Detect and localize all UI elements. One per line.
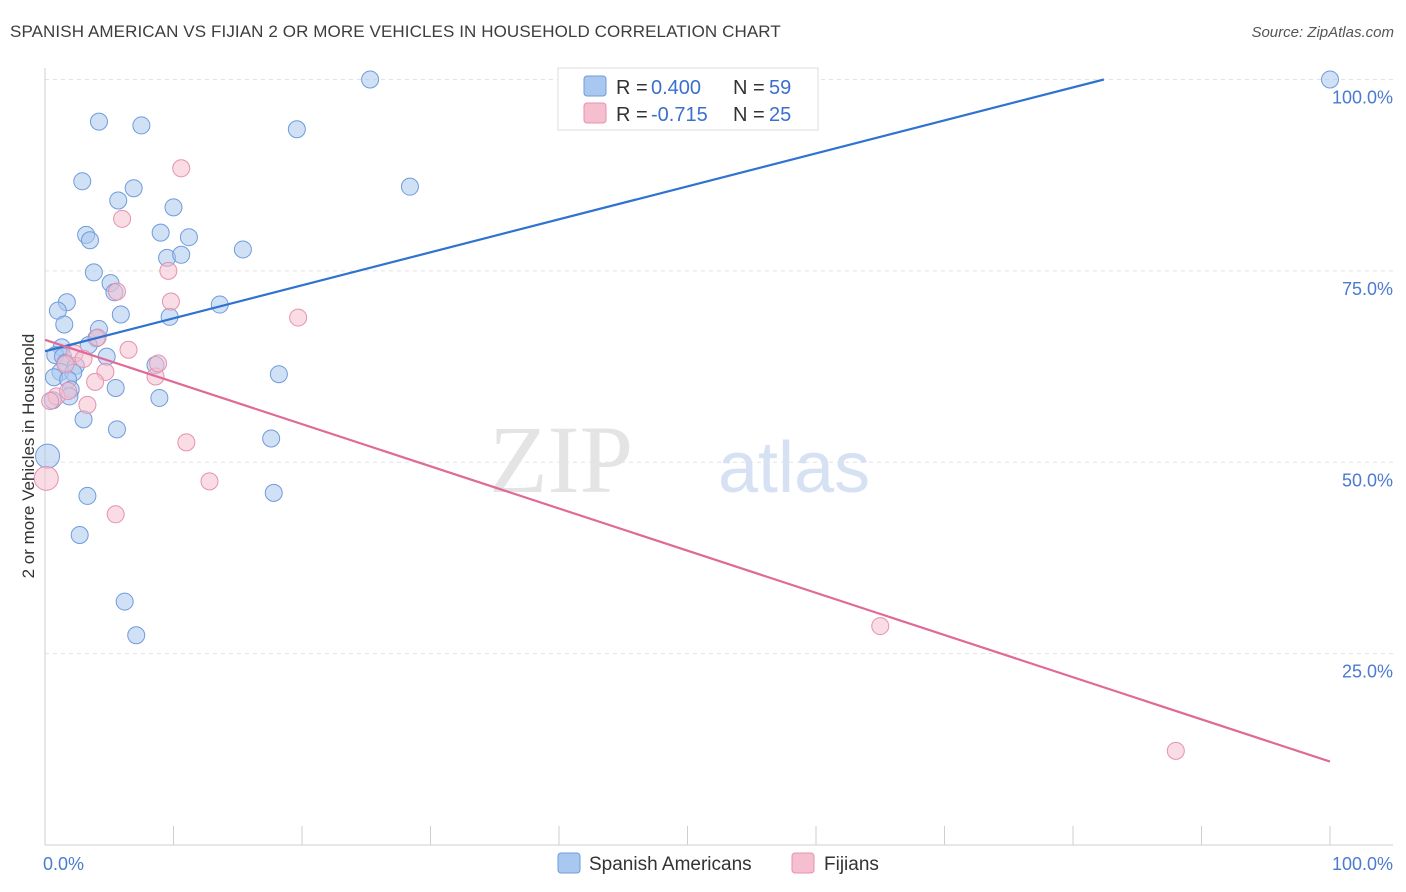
spanish-american-point xyxy=(80,231,99,250)
spanish-american-point xyxy=(233,240,252,259)
legend-swatch-blue xyxy=(583,75,607,97)
legend-r-label-blue: R = xyxy=(616,77,648,99)
series-spanish-americans xyxy=(35,70,1339,645)
fijian-point xyxy=(41,392,60,411)
fijian-point xyxy=(78,395,97,414)
spanish-american-point xyxy=(150,388,169,407)
fijian-point xyxy=(200,472,219,491)
spanish-american-point xyxy=(132,116,151,135)
legend-n-value-blue: 59 xyxy=(769,77,791,99)
fijian-point xyxy=(119,340,138,359)
fijian-point xyxy=(86,372,105,391)
spanish-american-point xyxy=(127,626,146,645)
fijian-point xyxy=(161,292,180,311)
spanish-american-point xyxy=(78,486,97,505)
spanish-american-point xyxy=(361,70,380,89)
bottom-legend-swatch-blue xyxy=(557,852,581,874)
spanish-american-point xyxy=(287,120,306,139)
legend-n-label-blue: N = xyxy=(733,77,765,99)
spanish-american-point xyxy=(151,223,170,242)
bottom-legend: Spanish Americans Fijians xyxy=(557,852,879,875)
watermark: ZIP atlas xyxy=(489,406,870,513)
fijian-point xyxy=(149,354,168,373)
spanish-american-point xyxy=(84,263,103,282)
fijian-point xyxy=(59,382,78,401)
trend-lines xyxy=(44,78,1331,763)
fijian-point xyxy=(289,308,308,327)
legend-n-value-pink: 25 xyxy=(769,104,791,126)
y-tick-label-100: 100.0% xyxy=(1332,88,1393,108)
y-tick-label-50: 50.0% xyxy=(1342,470,1393,490)
legend-r-value-blue: 0.400 xyxy=(651,77,701,99)
spanish-american-point xyxy=(107,420,126,439)
spanish-americans-trend-line xyxy=(44,78,1105,353)
fijian-point xyxy=(56,355,75,374)
spanish-american-point xyxy=(172,245,191,264)
watermark-atlas: atlas xyxy=(718,428,870,508)
spanish-american-point xyxy=(111,305,130,324)
y-tick-label-25: 25.0% xyxy=(1342,662,1393,682)
series-fijians xyxy=(33,159,1185,760)
fijian-point xyxy=(1166,741,1185,760)
y-tick-label-75: 75.0% xyxy=(1342,279,1393,299)
watermark-zip: ZIP xyxy=(489,406,633,513)
legend-r-value-pink: -0.715 xyxy=(651,104,708,126)
fijians-trend-line xyxy=(44,338,1331,763)
legend-box: R = 0.400 N = 59 R = -0.715 N = 25 xyxy=(557,67,819,131)
chart-title: SPANISH AMERICAN VS FIJIAN 2 OR MORE VEH… xyxy=(10,22,781,41)
spanish-american-point xyxy=(55,315,74,334)
gridlines xyxy=(45,79,1393,655)
spanish-american-point xyxy=(164,198,183,217)
legend-swatch-pink xyxy=(583,102,607,124)
spanish-american-point xyxy=(109,191,128,210)
spanish-american-point xyxy=(1321,70,1339,89)
fijian-point xyxy=(33,465,59,491)
fijian-point xyxy=(113,209,132,228)
fijian-point xyxy=(106,505,125,524)
spanish-american-point xyxy=(73,172,92,191)
fijian-point xyxy=(177,433,196,452)
spanish-american-point xyxy=(70,525,89,544)
fijian-point xyxy=(107,282,126,301)
spanish-american-point xyxy=(106,378,125,397)
spanish-american-point xyxy=(179,228,198,247)
spanish-american-point xyxy=(89,112,108,131)
spanish-american-point xyxy=(124,179,143,198)
bottom-legend-label-spanish-americans: Spanish Americans xyxy=(589,854,752,875)
fijian-point xyxy=(172,159,191,178)
legend-n-label-pink: N = xyxy=(733,104,765,126)
tick-labels: 25.0% 50.0% 75.0% 100.0% 0.0% 100.0% xyxy=(43,88,1393,875)
y-axis-title: 2 or more Vehicles in Household xyxy=(19,334,38,579)
x-tick-label-100: 100.0% xyxy=(1332,854,1393,874)
spanish-american-point xyxy=(35,443,61,469)
fijian-point xyxy=(159,261,178,280)
legend-r-label-pink: R = xyxy=(616,104,648,126)
fijian-point xyxy=(871,617,890,636)
bottom-legend-label-fijians: Fijians xyxy=(824,854,879,875)
spanish-american-point xyxy=(269,365,288,384)
spanish-american-point xyxy=(400,177,419,196)
spanish-american-point xyxy=(264,483,283,502)
spanish-american-point xyxy=(115,592,134,611)
bottom-legend-swatch-pink xyxy=(791,852,815,874)
spanish-american-point xyxy=(262,429,281,448)
source-label: Source: ZipAtlas.com xyxy=(1251,24,1394,41)
x-tick-label-0: 0.0% xyxy=(43,854,84,874)
